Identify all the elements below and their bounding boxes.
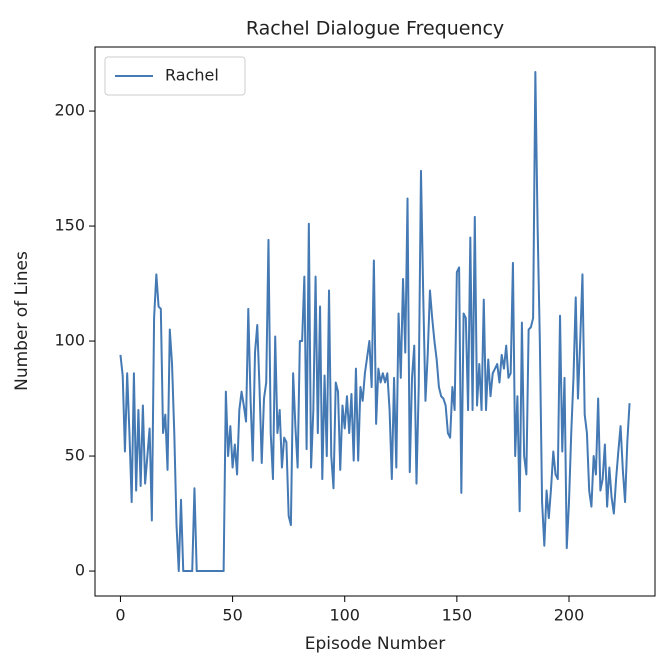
y-tick-label: 50 xyxy=(65,446,85,465)
x-tick-label: 0 xyxy=(115,606,125,625)
plot-frame xyxy=(94,46,656,597)
y-tick-label: 100 xyxy=(54,331,85,350)
legend-box xyxy=(104,56,246,96)
x-tick-label: 200 xyxy=(554,606,585,625)
line-series xyxy=(119,70,631,573)
x-tick-label: 100 xyxy=(329,606,360,625)
y-tick-label: 0 xyxy=(75,561,85,580)
x-tick-label: 150 xyxy=(442,606,473,625)
y-tick-label: 200 xyxy=(54,101,85,120)
y-tick-label: 150 xyxy=(54,216,85,235)
legend-label: Rachel xyxy=(165,66,219,85)
y-axis-label: Number of Lines xyxy=(12,251,32,391)
x-tick-label: 50 xyxy=(222,606,242,625)
chart-title: Rachel Dialogue Frequency xyxy=(246,18,504,40)
x-axis-label: Episode Number xyxy=(305,634,445,654)
